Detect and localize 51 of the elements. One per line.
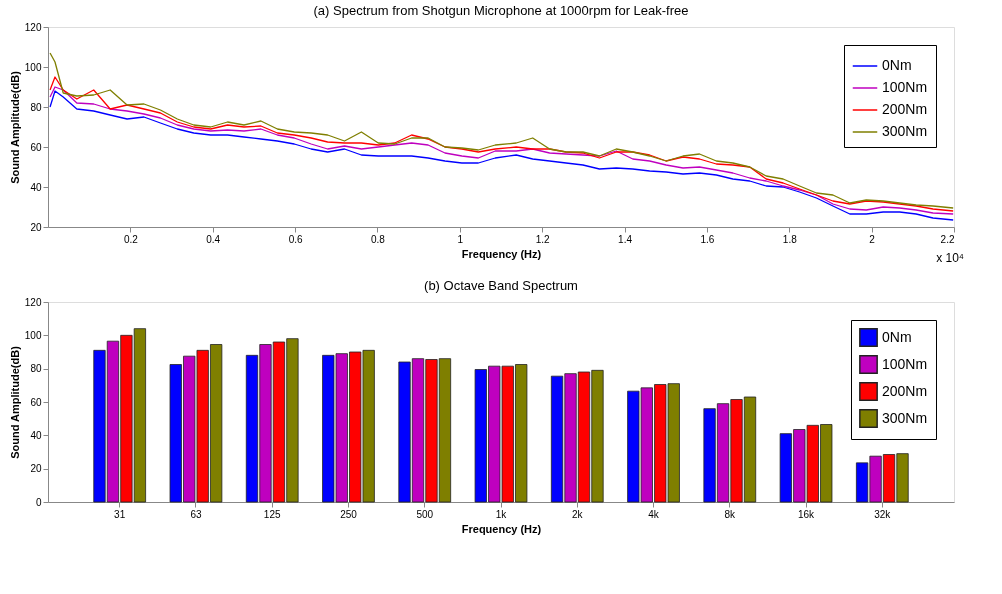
y-tick-label: 120: [24, 296, 42, 308]
text: x 10⁴: [936, 251, 964, 265]
x-tick-label: 8k: [724, 508, 737, 520]
x-tick-label: 0.2: [123, 233, 139, 245]
y-tick-label: 40: [30, 429, 42, 441]
y-tick-label: 100: [24, 61, 42, 73]
y-tick-label: 20: [30, 463, 42, 475]
y-tick-label: 60: [30, 396, 42, 408]
legend-label: 100Nm: [882, 79, 928, 95]
chart-title: (a) Spectrum from Shotgun Microphone at 1000rpm for Leak-free: [313, 3, 689, 18]
x-tick-label: 63: [190, 508, 202, 520]
x-tick-label: 1.6: [700, 233, 715, 245]
x-tick-label: 1.4: [618, 233, 633, 245]
x-axis-title: Frequency (Hz): [461, 247, 542, 260]
y-tick-label: 120: [24, 21, 42, 33]
x-axis-title: Frequency (Hz): [461, 522, 542, 535]
legend-label: 0Nm: [882, 328, 912, 345]
x-tick-label: 4k: [648, 508, 660, 520]
x-tick-label: 0.4: [206, 233, 221, 245]
chart-title: (b) Octave Band Spectrum: [424, 278, 578, 293]
y-tick-label: 60: [30, 141, 42, 153]
x-tick-label: 1.8: [782, 233, 798, 245]
x-tick-label: 1k: [495, 508, 508, 520]
x-tick-label: 500: [416, 508, 434, 520]
x-tick-label: 2: [869, 233, 876, 245]
x-tick-label: 31: [114, 508, 126, 520]
legend-label: 300Nm: [882, 123, 928, 139]
legend-label: 200Nm: [882, 382, 928, 399]
y-tick-label: 40: [30, 181, 42, 193]
x-tick-label: 0.6: [288, 233, 303, 245]
y-tick-label: 20: [30, 221, 42, 233]
legend-label: 300Nm: [882, 409, 928, 426]
x-tick-label: 2.2: [940, 233, 955, 245]
legend-label: 100Nm: [882, 355, 928, 372]
y-tick-label: 100: [24, 329, 42, 341]
y-axis-title: Sound Amplitude(dB): [8, 70, 21, 184]
x-tick-label: 16k: [797, 508, 816, 520]
y-tick-label: 80: [30, 363, 42, 375]
x-tick-label: 1: [457, 233, 464, 245]
line-series: [49, 52, 954, 209]
y-tick-label: 80: [30, 101, 42, 113]
legend-label: 0Nm: [882, 57, 912, 73]
x-tick-label: 32k: [874, 508, 892, 520]
x-tick-label: 250: [340, 508, 358, 520]
y-tick-label: 0: [35, 496, 42, 508]
x-tick-label: 0.8: [371, 233, 386, 245]
legend-label: 200Nm: [882, 101, 928, 117]
x-tick-label: 1.2: [535, 233, 551, 245]
x-tick-label: 2k: [571, 508, 584, 520]
x-tick-label: 125: [263, 508, 281, 520]
y-axis-title: Sound Amplitude(dB): [8, 345, 21, 459]
